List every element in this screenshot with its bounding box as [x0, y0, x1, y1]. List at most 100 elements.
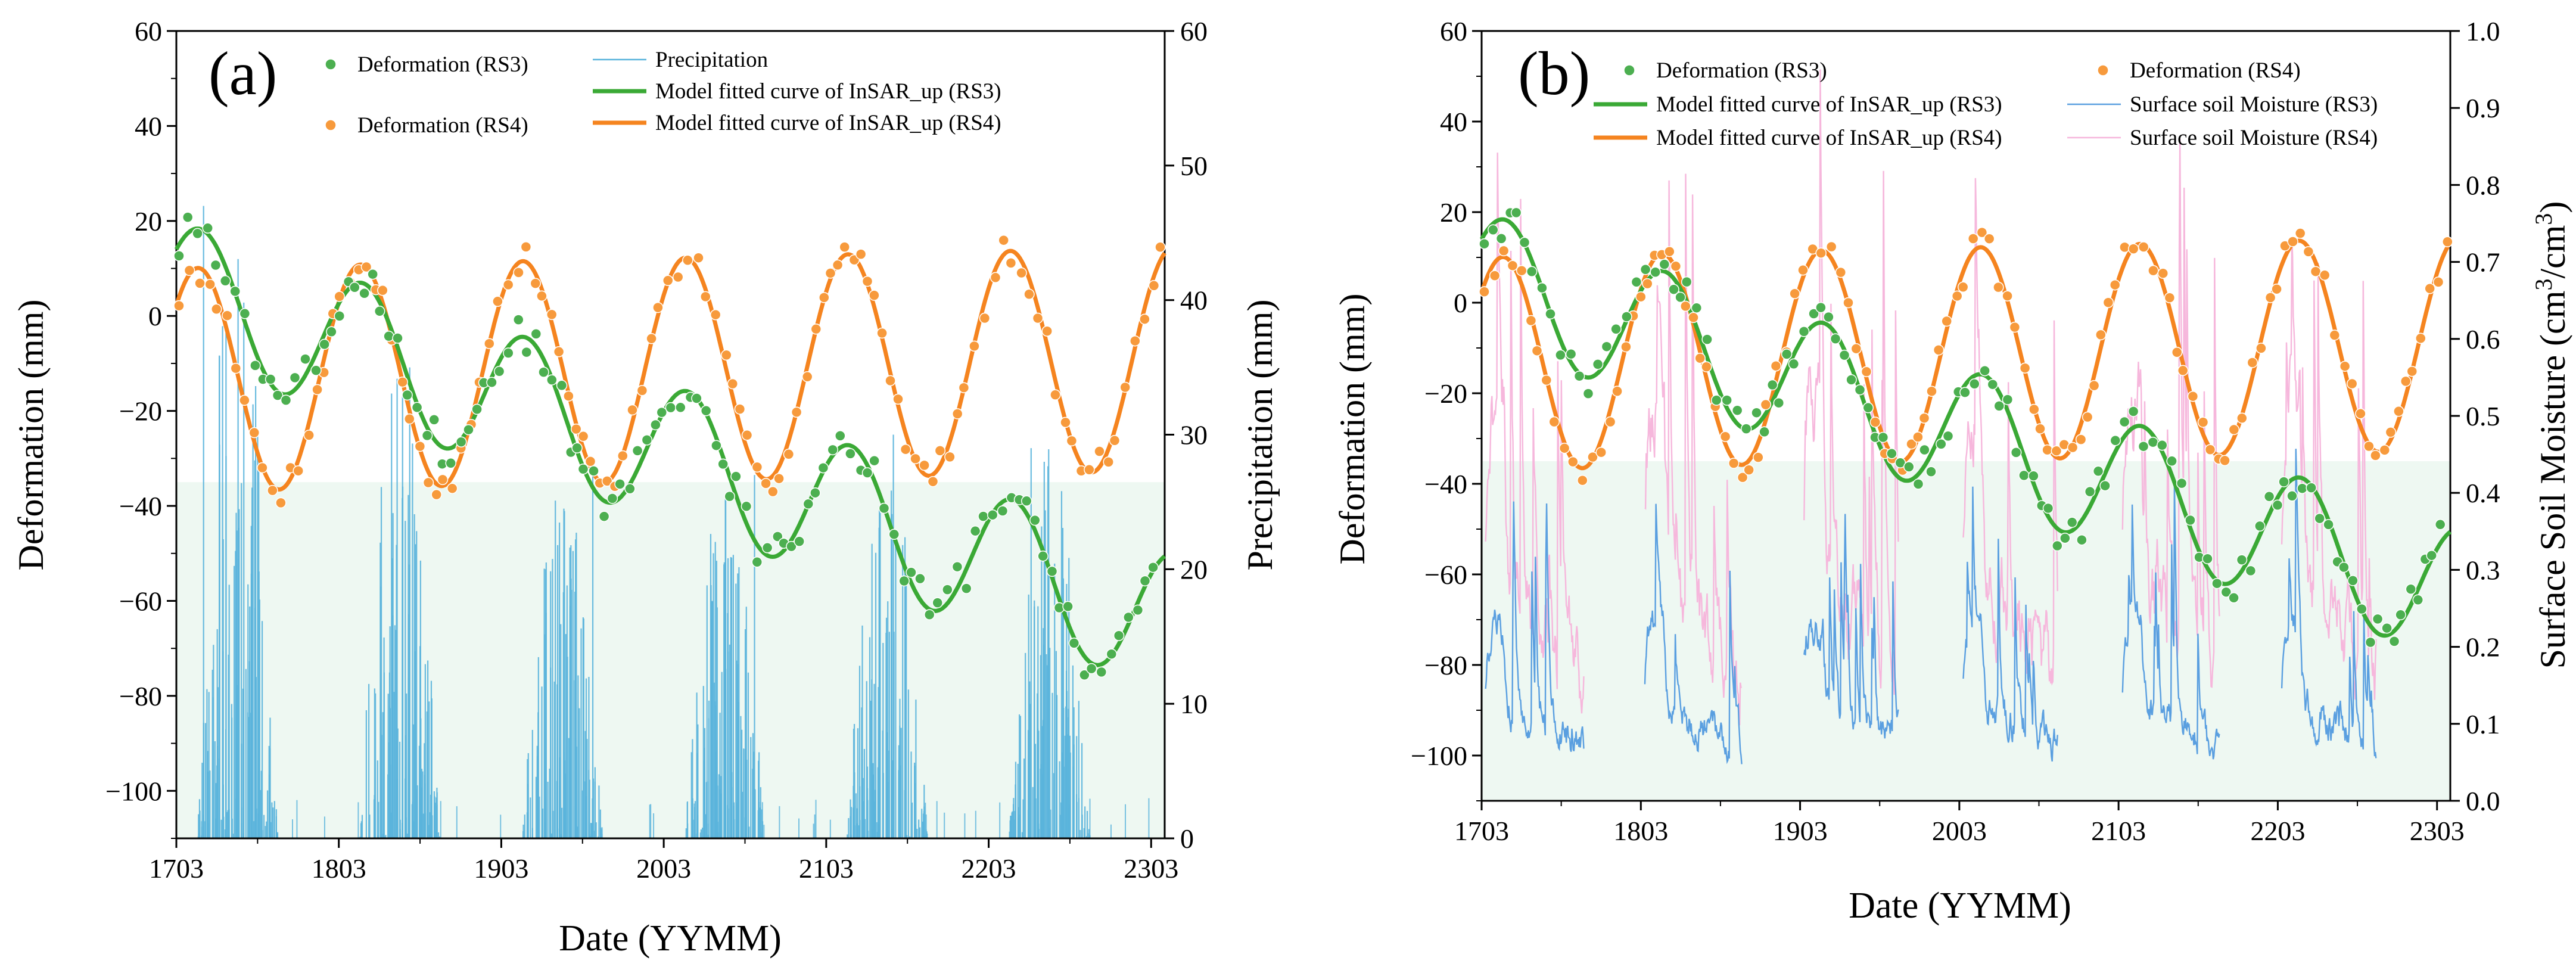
b-ytick-right-label: 0.4: [2466, 478, 2500, 508]
a-background-band: [176, 482, 1165, 838]
a-xtick-label: 2303: [1124, 853, 1178, 884]
deformation-point: [194, 278, 206, 289]
deformation-point: [2319, 269, 2331, 281]
deformation-point: [2323, 519, 2334, 530]
panel-b: 60 40 20 0 −20 −40 −60 −80 −100 1.0 0.9 0.8 0.7 0.6 0.…: [1333, 16, 2572, 926]
a-ytick-left-label: 60: [135, 16, 162, 46]
deformation-point: [646, 333, 657, 344]
deformation-point: [2286, 490, 2298, 502]
deformation-point: [2118, 416, 2130, 428]
b-xtick-label: 2303: [2410, 816, 2465, 846]
legend-label: Model fitted curve of InSAR_up (RS3): [655, 79, 1001, 104]
deformation-point: [835, 430, 846, 442]
a-xtick-label: 2003: [636, 853, 691, 884]
deformation-point: [1710, 394, 1722, 406]
deformation-point: [1925, 466, 1937, 477]
deformation-point: [2138, 241, 2149, 253]
deformation-point: [631, 445, 643, 456]
a-xtick-label: 2103: [799, 853, 854, 884]
deformation-point: [2365, 636, 2376, 648]
deformation-point: [2310, 266, 2322, 277]
a-ylabel-right: Precipitation (mm): [1240, 300, 1280, 571]
deformation-point: [571, 442, 583, 454]
b-xtick-label: 2103: [2091, 816, 2146, 846]
deformation-point: [2247, 357, 2258, 368]
panel-a: 60 40 20 0 −20 −40 −60 −80 −100 60 50 40 30 20 10 0 1703…: [11, 16, 1280, 959]
deformation-point: [2297, 483, 2308, 494]
deformation-point: [1066, 435, 1078, 447]
deformation-point: [1728, 458, 1740, 469]
a-axes: [167, 30, 1174, 848]
deformation-point: [1545, 308, 1556, 320]
deformation-point: [1753, 452, 1764, 463]
deformation-point: [1967, 233, 1979, 244]
deformation-point: [810, 324, 822, 335]
a-ytick-left-label: −20: [119, 396, 162, 427]
deformation-point: [546, 374, 558, 386]
deformation-point: [892, 393, 904, 405]
b-ytick-left-label: 0: [1454, 288, 1467, 318]
deformation-point: [1084, 464, 1095, 475]
deformation-point: [1548, 416, 1560, 428]
deformation-point: [1631, 276, 1642, 288]
deformation-point: [1526, 266, 1538, 278]
deformation-point: [293, 465, 304, 477]
deformation-point: [656, 406, 668, 418]
deformation-point: [1835, 266, 1847, 278]
deformation-point: [1109, 435, 1121, 446]
legend-label: Deformation (RS4): [2130, 58, 2301, 83]
b-ytick-left-label: 40: [1440, 107, 1467, 137]
deformation-point: [1479, 238, 1490, 250]
deformation-point: [1021, 495, 1032, 507]
deformation-point: [1701, 334, 1713, 345]
deformation-point: [2347, 575, 2359, 586]
deformation-point: [1050, 389, 1061, 400]
deformation-point: [1912, 431, 1924, 443]
b-ytick-right-label: 0.2: [2466, 632, 2500, 663]
deformation-point: [383, 331, 394, 342]
deformation-point: [374, 306, 385, 317]
soil-moisture-line: [1803, 514, 1899, 739]
deformation-point: [944, 451, 956, 463]
b-ytick-right-label: 0.9: [2466, 93, 2500, 123]
deformation-point: [1694, 352, 1706, 364]
b-axes: [1472, 30, 2460, 810]
deformation-point: [2303, 246, 2314, 257]
deformation-point: [182, 212, 194, 223]
deformation-point: [2306, 482, 2317, 493]
deformation-point: [192, 228, 203, 240]
deformation-point: [760, 478, 771, 489]
deformation-point: [2147, 436, 2159, 448]
deformation-point: [1155, 241, 1166, 253]
deformation-point: [1577, 474, 1588, 486]
deformation-point: [1942, 430, 1954, 442]
deformation-point: [1592, 359, 1604, 370]
deformation-point: [700, 405, 712, 416]
a-ytick-right-label: 50: [1180, 151, 1208, 181]
deformation-point: [2148, 265, 2159, 276]
deformation-point: [675, 402, 686, 414]
deformation-point: [570, 423, 582, 435]
deformation-point: [428, 414, 440, 425]
deformation-point: [367, 268, 378, 280]
deformation-point: [791, 406, 802, 418]
deformation-point: [601, 475, 613, 487]
deformation-point: [2197, 416, 2209, 428]
deformation-point: [2019, 362, 2031, 374]
deformation-point: [1558, 442, 1570, 454]
a-ytick-left-label: 0: [148, 301, 162, 331]
deformation-point: [636, 385, 648, 396]
deformation-point: [1781, 349, 1793, 360]
deformation-point: [421, 430, 433, 442]
a-xtick-label: 2203: [962, 853, 1016, 884]
deformation-point: [2185, 514, 2196, 526]
legend-label: Surface soil Moisture (RS4): [2130, 126, 2378, 150]
deformation-point: [2442, 236, 2453, 248]
deformation-point: [741, 430, 753, 441]
deformation-point: [773, 472, 785, 484]
a-ylabel-left: Deformation (mm): [11, 300, 51, 571]
deformation-point: [404, 413, 415, 425]
deformation-point: [359, 288, 370, 299]
deformation-point: [239, 394, 250, 406]
deformation-point: [1719, 431, 1731, 442]
